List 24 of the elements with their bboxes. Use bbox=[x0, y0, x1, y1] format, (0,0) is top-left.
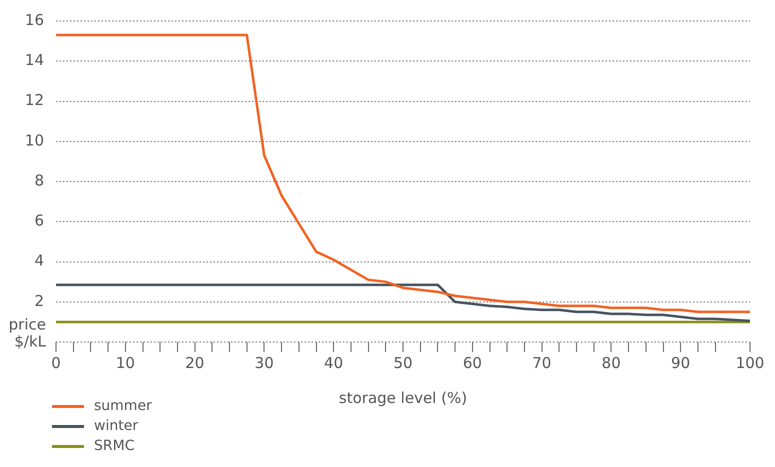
y-tick-label: 2 bbox=[34, 292, 44, 310]
x-tick-label: 30 bbox=[254, 354, 274, 372]
y-tick-label: 16 bbox=[24, 10, 44, 29]
y-tick-label: 14 bbox=[24, 51, 44, 70]
legend-label: summer bbox=[94, 398, 152, 414]
y-axis-title: price $/kL bbox=[8, 315, 47, 350]
x-tick-label: 100 bbox=[736, 354, 764, 372]
x-tick-label: 90 bbox=[671, 354, 690, 372]
y-tick-label: 4 bbox=[34, 252, 44, 270]
x-tick-label: 50 bbox=[393, 354, 413, 372]
x-tick-label: 20 bbox=[185, 354, 204, 372]
legend-label: SRMC bbox=[94, 438, 134, 454]
legend-label: winter bbox=[94, 418, 138, 434]
y-tick-label: 6 bbox=[34, 212, 44, 230]
x-tick-label: 80 bbox=[602, 354, 621, 372]
x-tick-label: 0 bbox=[51, 354, 61, 372]
x-tick-label: 10 bbox=[116, 354, 135, 372]
y-tick-label: 8 bbox=[34, 171, 44, 190]
x-tick-label: 60 bbox=[462, 354, 482, 372]
y-tick-label: 12 bbox=[24, 91, 44, 110]
y-tick-label: 10 bbox=[24, 131, 44, 150]
x-axis-title: storage level (%) bbox=[338, 388, 468, 407]
x-tick-label: 70 bbox=[532, 354, 552, 372]
x-tick-label: 40 bbox=[324, 354, 344, 372]
